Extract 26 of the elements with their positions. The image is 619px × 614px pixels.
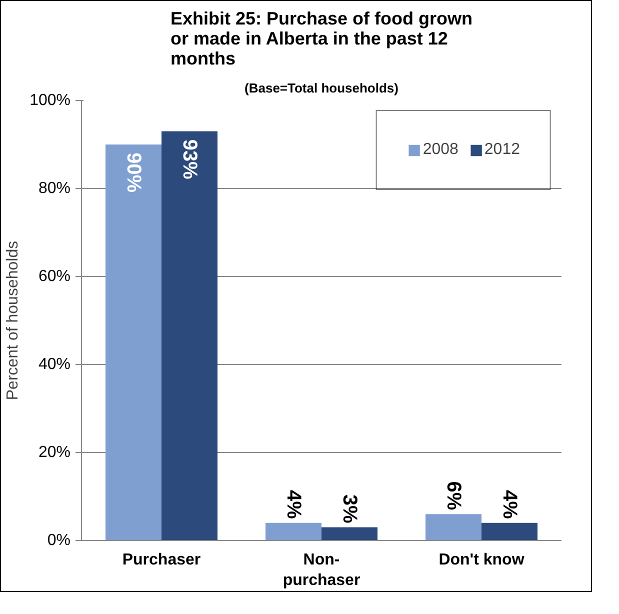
legend-label: 2012	[484, 141, 520, 159]
data-label: 93%	[178, 139, 200, 180]
y-tick-label: 20%	[38, 444, 71, 461]
bar	[322, 527, 378, 540]
x-tick-label: Don't know	[438, 552, 525, 568]
x-tick-label: Non-purchaser	[282, 552, 360, 589]
bar	[106, 144, 162, 540]
bar	[266, 522, 322, 540]
y-tick-label: 60%	[38, 268, 71, 285]
bar	[162, 131, 218, 540]
data-label: 4%	[498, 490, 520, 520]
data-label: 3%	[338, 494, 360, 524]
y-tick-label: 0%	[47, 532, 70, 549]
chart-title: Exhibit 25: Purchase of food grown or made in Alberta in the past 12 months	[170, 8, 473, 68]
bar	[426, 514, 482, 540]
y-tick-label: 80%	[38, 180, 71, 197]
x-tick-label: Purchaser	[122, 552, 201, 568]
data-label: 4%	[282, 490, 304, 520]
chart-subtitle: (Base=Total households)	[244, 80, 398, 96]
y-tick-label: 40%	[38, 356, 71, 373]
legend-label: 2008	[422, 141, 458, 159]
bar	[482, 522, 538, 540]
y-axis-title: Percent of households	[4, 240, 22, 400]
data-label: 90%	[122, 152, 144, 193]
y-tick-label: 100%	[30, 92, 70, 109]
data-label: 6%	[442, 481, 464, 510]
